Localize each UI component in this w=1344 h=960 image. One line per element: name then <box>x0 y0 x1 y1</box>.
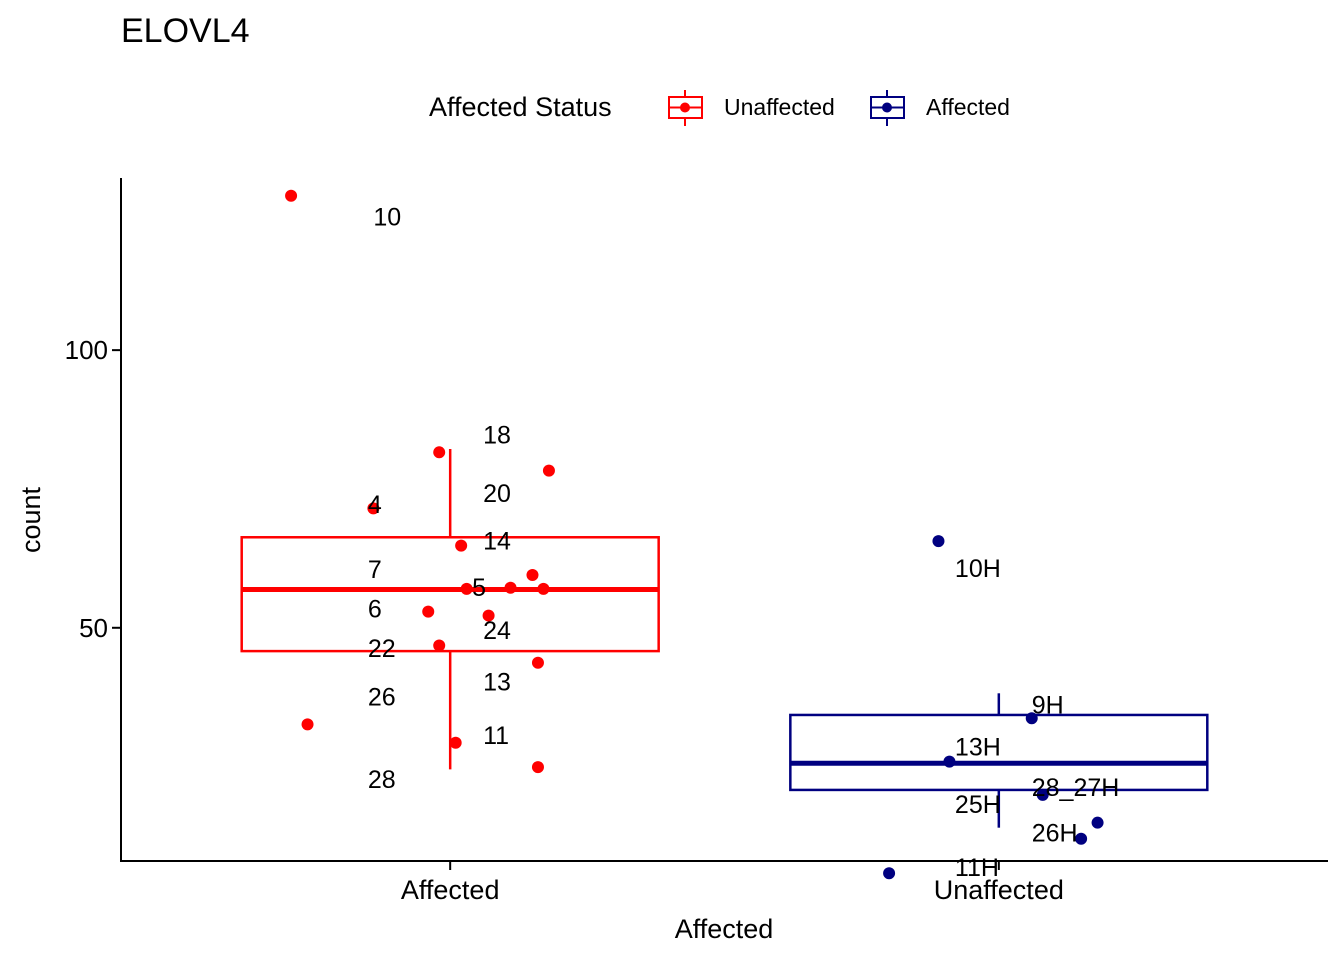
data-point <box>285 189 298 202</box>
point-label: 20 <box>483 480 511 508</box>
point-label: 6 <box>368 595 382 623</box>
data-point <box>455 539 468 552</box>
point-label: 7 <box>368 556 382 584</box>
box-iqr <box>789 713 1209 792</box>
point-label: 11 <box>483 722 509 750</box>
data-point <box>449 736 462 749</box>
data-point <box>526 569 539 582</box>
point-label: 25H <box>955 791 1001 819</box>
data-point <box>883 867 896 880</box>
data-point <box>1036 788 1049 801</box>
point-label: 11H <box>955 854 999 882</box>
x-axis-title: Affected <box>675 914 774 944</box>
data-point <box>433 639 446 652</box>
data-point <box>482 609 495 622</box>
x-tick-label: Affected <box>401 875 500 905</box>
legend-title: Affected Status <box>429 92 612 122</box>
data-point <box>943 755 956 768</box>
point-label: 28_27H <box>1032 774 1120 802</box>
point-label: 22 <box>368 635 396 663</box>
point-label: 28 <box>368 766 396 794</box>
data-point <box>1075 832 1088 845</box>
data-point <box>542 464 555 477</box>
data-point <box>1025 712 1038 725</box>
data-point <box>367 502 380 515</box>
y-tick-label: 100 <box>65 335 108 365</box>
point-label: 10H <box>955 555 1001 583</box>
data-point <box>1091 816 1104 829</box>
data-point <box>504 581 517 594</box>
legend: Affected Status Unaffected Affected <box>0 88 1344 128</box>
point-label: 14 <box>483 528 511 556</box>
point-label: 4 <box>368 491 382 519</box>
point-label: 26 <box>368 684 396 712</box>
y-tick-label: 50 <box>79 613 108 643</box>
point-label: 13H <box>955 734 1001 762</box>
legend-key-affected <box>870 90 905 126</box>
point-label: 26H <box>1032 820 1078 848</box>
legend-label-unaffected: Unaffected <box>724 94 835 120</box>
data-point <box>301 718 314 731</box>
legend-key-unaffected <box>668 90 703 126</box>
legend-label-affected: Affected <box>926 94 1010 120</box>
data-point <box>537 582 550 595</box>
y-axis-title: count <box>16 486 46 553</box>
data-point <box>531 656 544 669</box>
point-label: 10 <box>373 203 401 231</box>
data-point <box>932 535 945 548</box>
chart-title: ELOVL4 <box>121 12 250 50</box>
point-label: 24 <box>483 617 511 645</box>
box-iqr <box>240 536 660 653</box>
data-point <box>460 582 473 595</box>
data-point <box>422 605 435 618</box>
point-label: 9H <box>1032 691 1064 719</box>
point-label: 13 <box>483 669 511 697</box>
x-tick-label: Unaffected <box>934 875 1064 905</box>
data-point <box>433 446 446 459</box>
point-label: 5 <box>472 574 486 602</box>
data-point <box>531 761 544 774</box>
point-label: 18 <box>483 422 511 450</box>
